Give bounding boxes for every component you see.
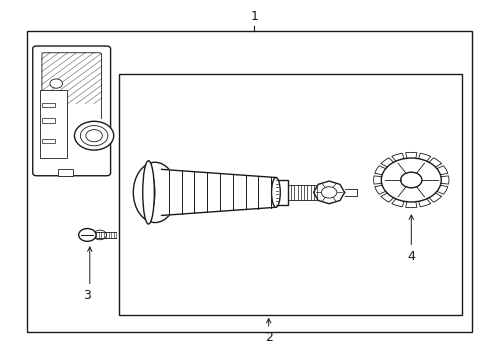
Bar	[119, 74, 461, 315]
Bar	[41, 118, 55, 123]
Polygon shape	[380, 158, 393, 167]
Polygon shape	[373, 176, 381, 184]
Bar	[275, 180, 287, 205]
Ellipse shape	[147, 174, 155, 211]
Circle shape	[381, 158, 440, 202]
Polygon shape	[405, 202, 416, 208]
Circle shape	[74, 121, 114, 150]
Circle shape	[400, 172, 421, 188]
FancyBboxPatch shape	[33, 46, 110, 176]
Polygon shape	[313, 181, 344, 204]
Polygon shape	[418, 153, 430, 161]
Polygon shape	[391, 199, 403, 207]
Polygon shape	[391, 153, 403, 161]
Polygon shape	[428, 193, 441, 202]
Circle shape	[93, 230, 106, 240]
Circle shape	[50, 79, 62, 88]
Ellipse shape	[142, 161, 154, 224]
Polygon shape	[440, 176, 448, 184]
Polygon shape	[428, 158, 441, 167]
Circle shape	[321, 187, 336, 198]
Circle shape	[86, 130, 102, 142]
Circle shape	[80, 126, 108, 146]
Bar	[58, 169, 73, 176]
Polygon shape	[161, 169, 275, 215]
Ellipse shape	[271, 177, 280, 207]
Polygon shape	[436, 185, 447, 194]
Text: 3: 3	[83, 289, 91, 302]
Bar	[38, 119, 105, 171]
Text: 2: 2	[264, 331, 272, 344]
Bar	[41, 103, 55, 107]
Text: 4: 4	[407, 250, 414, 263]
Polygon shape	[405, 152, 416, 158]
Polygon shape	[374, 185, 385, 194]
Polygon shape	[380, 193, 393, 202]
Ellipse shape	[133, 162, 177, 222]
Bar	[40, 90, 67, 158]
Text: 1: 1	[250, 10, 258, 23]
Polygon shape	[418, 199, 430, 207]
Circle shape	[79, 229, 96, 241]
Polygon shape	[374, 166, 385, 175]
Polygon shape	[436, 166, 447, 175]
Bar	[27, 31, 471, 332]
Bar	[41, 139, 55, 143]
